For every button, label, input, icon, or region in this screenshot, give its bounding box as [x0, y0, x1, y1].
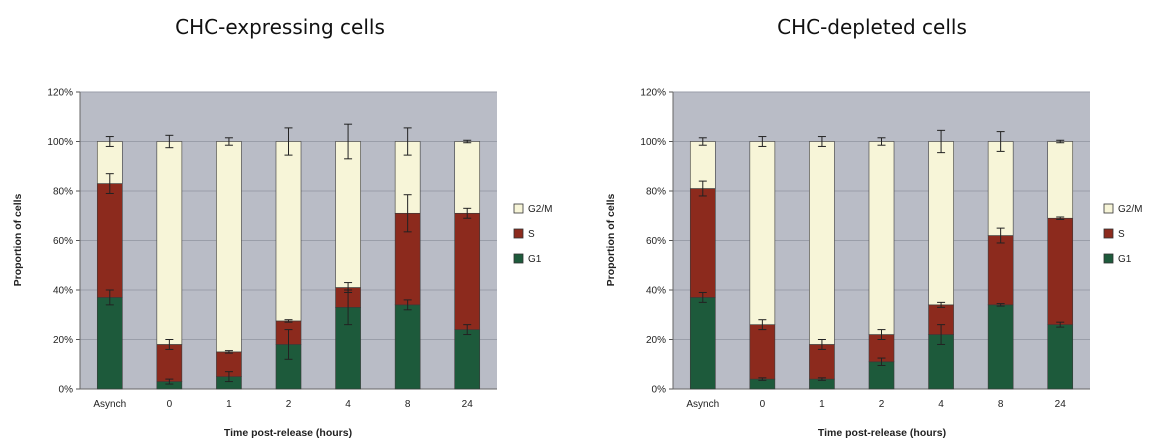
bar-g1-24	[454, 329, 481, 390]
y-tick-label: 120%	[640, 88, 666, 99]
y-tick-label: 20%	[53, 335, 73, 346]
x-tick-label: 2	[879, 399, 885, 410]
x-tick-label: 24	[1055, 399, 1067, 410]
y-tick-label: 60%	[53, 236, 73, 247]
legend-swatch	[513, 203, 524, 214]
bar-g2m-0	[156, 141, 183, 345]
legend-label: G1	[528, 254, 542, 265]
x-tick-label: 24	[462, 399, 474, 410]
y-tick-label: 80%	[53, 187, 73, 198]
bar-g1-24	[1047, 324, 1074, 390]
y-tick-label: 0%	[652, 385, 667, 396]
bar-g2m-24	[454, 141, 481, 214]
x-tick-label: Asynch	[686, 399, 719, 410]
y-tick-label: 100%	[640, 137, 666, 148]
y-tick-label: 60%	[646, 236, 666, 247]
legend-label: G2/M	[1118, 204, 1142, 215]
y-tick-label: 40%	[646, 286, 666, 297]
bar-g2m-2	[275, 141, 302, 322]
bar-g1-asynch	[689, 297, 716, 390]
bar-s-24	[1047, 217, 1074, 325]
legend-label: S	[1118, 229, 1125, 240]
y-tick-label: 80%	[646, 187, 666, 198]
bar-g1-2	[868, 361, 895, 390]
x-axis-label: Time post-release (hours)	[224, 427, 352, 439]
x-tick-label: 0	[167, 399, 173, 410]
bar-g2m-0	[749, 141, 776, 325]
y-tick-label: 20%	[646, 335, 666, 346]
bar-g2m-8	[987, 141, 1014, 236]
legend-swatch	[513, 228, 524, 239]
bar-g2m-2	[868, 141, 895, 335]
bar-s-24	[454, 212, 481, 330]
y-tick-label: 40%	[53, 286, 73, 297]
x-axis-label: Time post-release (hours)	[818, 427, 946, 439]
bar-g2m-4	[335, 141, 361, 288]
x-tick-label: 1	[226, 399, 232, 410]
y-axis-label: Proportion of cells	[12, 193, 24, 286]
chart-title: CHC-expressing cells	[175, 15, 385, 39]
x-tick-label: Asynch	[93, 399, 126, 410]
chart-chc-expressing: CHC-expressing cells Time post-release (…	[12, 15, 552, 439]
legend-swatch	[1103, 203, 1114, 214]
x-tick-label: 4	[345, 399, 351, 410]
y-tick-label: 0%	[59, 385, 74, 396]
bar-g1-asynch	[96, 297, 123, 390]
chart-chc-depleted: CHC-depleted cells Time post-release (ho…	[605, 15, 1142, 439]
legend-swatch	[1103, 253, 1114, 264]
legend-label: S	[528, 229, 535, 240]
y-axis-label: Proportion of cells	[605, 193, 617, 286]
legend-swatch	[513, 253, 524, 264]
bar-s-0	[749, 324, 776, 380]
bar-g1-8	[987, 304, 1014, 390]
x-tick-label: 0	[760, 399, 766, 410]
y-tick-label: 100%	[47, 137, 73, 148]
bar-g2m-24	[1047, 141, 1074, 219]
bar-s-asynch	[96, 183, 123, 298]
legend-label: G2/M	[528, 204, 552, 215]
legend-label: G1	[1118, 254, 1132, 265]
bar-g2m-1	[809, 141, 835, 345]
x-tick-label: 4	[938, 399, 944, 410]
bar-s-1	[809, 344, 835, 380]
chart-title: CHC-depleted cells	[777, 15, 967, 39]
x-tick-label: 8	[998, 399, 1004, 410]
bar-g2m-4	[928, 141, 954, 306]
x-tick-label: 8	[405, 399, 411, 410]
bar-s-asynch	[689, 188, 716, 298]
bar-g1-8	[394, 304, 421, 390]
bar-g2m-1	[216, 141, 242, 353]
bar-s-0	[156, 344, 183, 382]
x-tick-label: 2	[286, 399, 292, 410]
x-tick-label: 1	[819, 399, 825, 410]
legend-swatch	[1103, 228, 1114, 239]
bar-s-8	[987, 235, 1014, 306]
y-tick-label: 120%	[47, 88, 73, 99]
